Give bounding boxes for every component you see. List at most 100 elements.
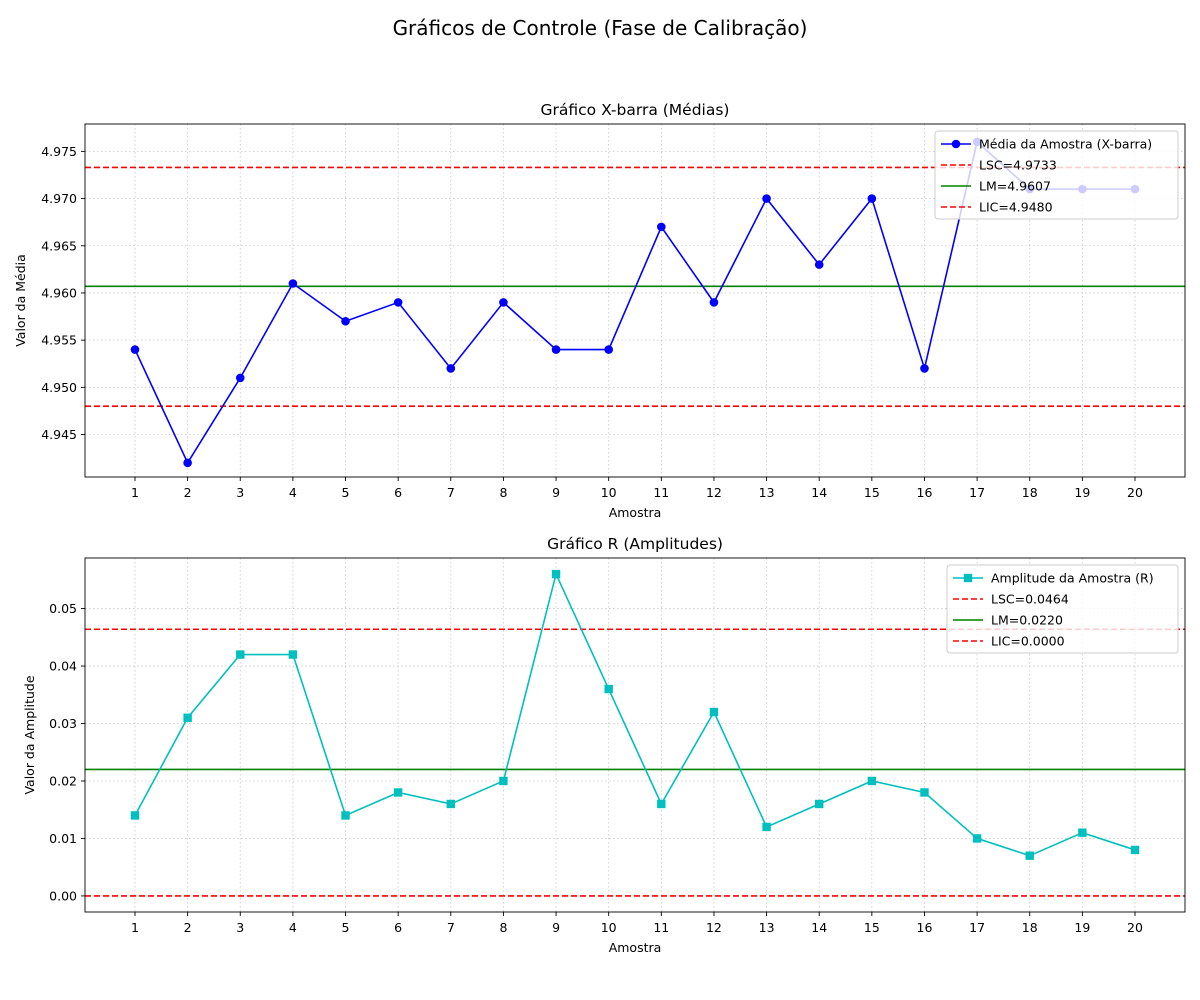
x-tick-label: 10 [601,485,617,500]
y-axis-label: Valor da Amplitude [22,675,37,794]
x-tick-label: 3 [236,485,244,500]
figure-title: Gráficos de Controle (Fase de Calibração… [392,16,808,40]
x-axis-label: Amostra [609,505,662,520]
x-tick-label: 11 [653,485,669,500]
x-tick-label: 14 [811,920,827,935]
x-tick-label: 1 [131,920,139,935]
x-tick-label: 10 [601,920,617,935]
series-line [134,571,1136,857]
legend-label: Amplitude da Amostra (R) [991,571,1154,586]
x-tick-label: 20 [1127,485,1143,500]
x-tick-label: 13 [759,920,775,935]
x-tick-label: 4 [289,920,297,935]
data-point [762,822,771,832]
data-point [341,811,350,820]
legend: Amplitude da Amostra (R) LSC=0.0464 LM=0.0… [946,564,1179,654]
data-point [130,811,140,820]
x-tick-label: 6 [394,920,402,935]
data-point [551,569,561,579]
x-tick-label: 14 [811,485,827,500]
x-tick-label: 13 [759,485,775,500]
data-point [604,345,613,354]
x-tick-label: 7 [447,485,455,500]
x-tick-label: 2 [184,920,192,935]
data-point [920,364,929,373]
legend-label: LIC=4.9480 [979,200,1053,215]
x-tick-label: 12 [706,485,722,500]
x-tick-label: 5 [342,485,350,500]
legend-label: LM=4.9607 [979,179,1051,194]
y-tick-label: 0.01 [49,831,77,846]
y-axis-label: Valor da Média [13,254,28,347]
y-tick-label: 4.975 [41,144,77,159]
data-point [1078,828,1087,837]
x-tick-label: 5 [342,920,350,935]
data-point [393,298,403,307]
legend-label: LIC=0.0000 [991,634,1065,649]
legend-label: Média da Amostra (X-barra) [979,137,1152,152]
axes-frame [84,557,1186,913]
data-point [341,316,350,326]
x-tick-label: 18 [1022,485,1038,500]
data-point [657,799,666,809]
y-tick-label: 4.965 [41,238,77,253]
data-point [288,279,298,288]
data-point [236,650,245,659]
x-tick-label: 8 [499,920,507,935]
data-point [235,373,245,383]
x-tick-label: 20 [1127,920,1143,935]
data-point [130,345,140,354]
legend-label: LSC=0.0464 [991,592,1069,607]
x-tick-label: 15 [864,920,880,935]
data-point [1025,851,1034,860]
axes-frame [84,123,1186,478]
x-tick-label: 17 [969,485,985,500]
data-point [920,788,929,797]
x-tick-label: 15 [864,485,880,500]
data-point [446,364,456,373]
legend-label: LM=0.0220 [991,613,1063,628]
legend: Média da Amostra (X-barra) LSC=4.9733 LM=4… [934,130,1179,220]
x-tick-label: 8 [499,485,507,500]
x-tick-label: 12 [706,920,722,935]
data-point [1130,845,1140,855]
y-tick-label: 0.00 [49,888,77,903]
chart-1: 1 2 3 4 5 6 7 8 9 10 11 12 13 14 15 16 17 18 19 204.9454.95… [13,101,1186,520]
legend-box [934,130,1179,220]
legend-label: LSC=4.9733 [979,158,1057,173]
x-tick-label: 16 [917,920,933,935]
legend-marker [963,573,973,583]
y-tick-label: 4.955 [41,333,77,348]
data-point [393,788,403,797]
data-point [867,776,877,786]
x-tick-label: 2 [184,485,192,500]
x-tick-label: 18 [1022,920,1038,935]
data-point [709,707,719,717]
data-point [499,776,508,786]
x-tick-label: 16 [917,485,933,500]
legend-marker [951,139,961,149]
y-tick-label: 4.945 [41,427,77,442]
data-point [762,194,771,203]
x-tick-label: 4 [289,485,297,500]
chart-title: Gráfico X-barra (Médias) [541,101,730,119]
data-point [183,713,192,722]
y-tick-label: 4.950 [41,380,77,395]
data-point [657,222,666,232]
y-tick-label: 0.02 [49,773,77,788]
y-tick-label: 4.960 [41,285,77,300]
data-point [815,799,824,809]
data-point [288,650,298,659]
x-tick-label: 11 [653,920,669,935]
data-point [814,260,824,269]
x-tick-label: 19 [1074,920,1090,935]
x-tick-label: 9 [552,920,560,935]
y-tick-label: 0.04 [49,659,77,674]
data-point [499,298,508,307]
x-tick-label: 17 [969,920,985,935]
data-point [446,799,455,809]
data-point [551,345,561,354]
x-tick-label: 1 [131,485,139,500]
legend-box [946,564,1179,654]
